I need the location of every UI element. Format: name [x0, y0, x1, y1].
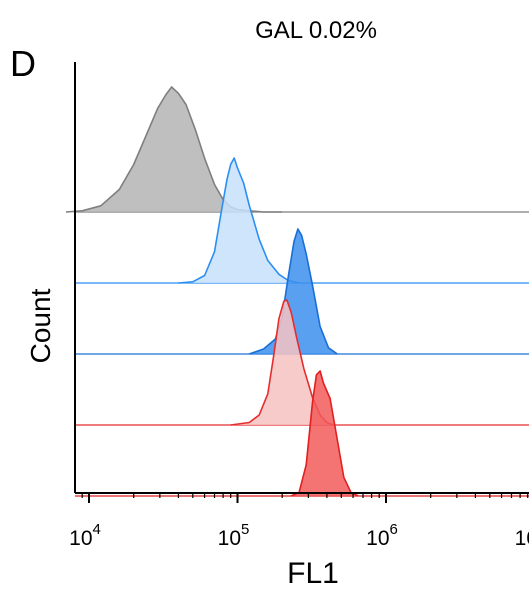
chart-title: GAL 0.02%: [255, 17, 377, 44]
x-tick-label-exponent: 4: [93, 521, 101, 538]
y-axis-label: Count: [25, 288, 56, 363]
x-tick-label-base: 10: [69, 527, 92, 550]
panel-label: D: [10, 43, 36, 84]
series-area: [230, 300, 334, 425]
x-tick-label-exponent: 6: [390, 521, 398, 538]
x-tick-label: 105: [218, 521, 250, 550]
series-outline: [178, 157, 300, 284]
x-tick-label: 104: [69, 521, 101, 550]
x-tick-label: 107: [515, 521, 529, 550]
x-axis-label: FL1: [287, 557, 339, 590]
x-tick-label-base: 10: [366, 527, 389, 550]
series-area: [66, 87, 283, 212]
x-tick-label-base: 10: [515, 527, 529, 550]
x-axis-ticks: 104105106107: [69, 493, 529, 550]
plot-area: [65, 86, 529, 497]
series-area: [249, 229, 338, 354]
x-tick-label: 106: [366, 521, 398, 550]
series-outline: [290, 370, 359, 497]
x-tick-label-base: 10: [218, 527, 241, 550]
series-area: [178, 158, 300, 283]
x-tick-label-exponent: 5: [241, 521, 249, 538]
